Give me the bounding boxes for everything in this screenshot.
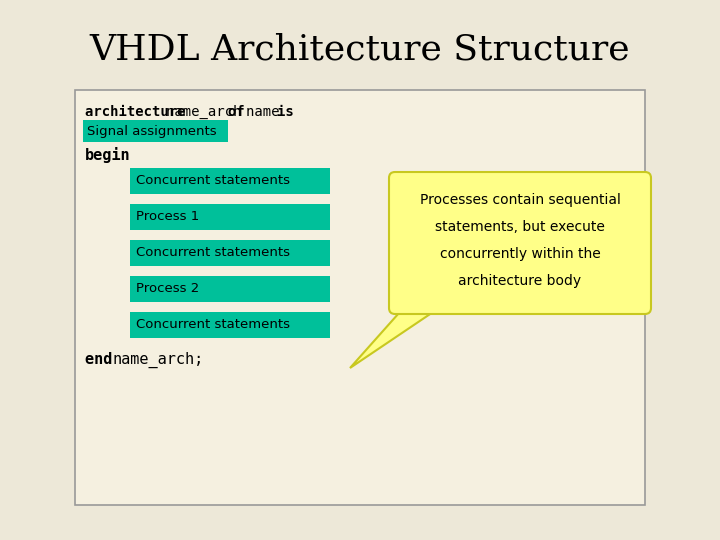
Text: Concurrent statements: Concurrent statements (136, 246, 290, 260)
FancyBboxPatch shape (130, 312, 330, 338)
Text: VHDL Architecture Structure: VHDL Architecture Structure (90, 33, 630, 67)
FancyBboxPatch shape (130, 204, 330, 230)
Text: Concurrent statements: Concurrent statements (136, 174, 290, 187)
FancyBboxPatch shape (75, 90, 645, 505)
Text: architecture body: architecture body (459, 274, 582, 288)
Text: begin: begin (85, 147, 130, 163)
Polygon shape (350, 304, 445, 368)
Text: Process 1: Process 1 (136, 211, 199, 224)
Text: Process 2: Process 2 (136, 282, 199, 295)
Text: name: name (246, 105, 288, 119)
FancyBboxPatch shape (130, 276, 330, 302)
FancyBboxPatch shape (403, 298, 451, 312)
Text: Processes contain sequential: Processes contain sequential (420, 193, 621, 207)
Text: architecture: architecture (85, 105, 194, 119)
FancyBboxPatch shape (83, 120, 228, 142)
Text: end: end (85, 353, 122, 368)
Text: name_arch: name_arch (166, 105, 249, 119)
Text: Signal assignments: Signal assignments (87, 125, 217, 138)
Text: of: of (228, 105, 253, 119)
FancyBboxPatch shape (130, 168, 330, 194)
FancyBboxPatch shape (130, 240, 330, 266)
Text: is: is (277, 105, 294, 119)
Text: statements, but execute: statements, but execute (435, 220, 605, 234)
Text: name_arch;: name_arch; (112, 352, 204, 368)
Text: concurrently within the: concurrently within the (440, 247, 600, 261)
FancyBboxPatch shape (389, 172, 651, 314)
Text: Concurrent statements: Concurrent statements (136, 319, 290, 332)
